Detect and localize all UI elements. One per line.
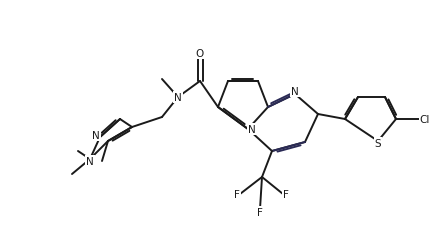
Text: N: N bbox=[291, 87, 299, 96]
Text: N: N bbox=[86, 156, 94, 166]
Text: F: F bbox=[283, 189, 289, 199]
Text: N: N bbox=[248, 124, 256, 134]
Text: F: F bbox=[257, 207, 263, 217]
Text: N: N bbox=[174, 93, 182, 103]
Text: N: N bbox=[92, 131, 100, 140]
Text: Cl: Cl bbox=[420, 114, 430, 124]
Text: O: O bbox=[196, 49, 204, 59]
Text: S: S bbox=[375, 138, 381, 148]
Text: F: F bbox=[234, 189, 240, 199]
